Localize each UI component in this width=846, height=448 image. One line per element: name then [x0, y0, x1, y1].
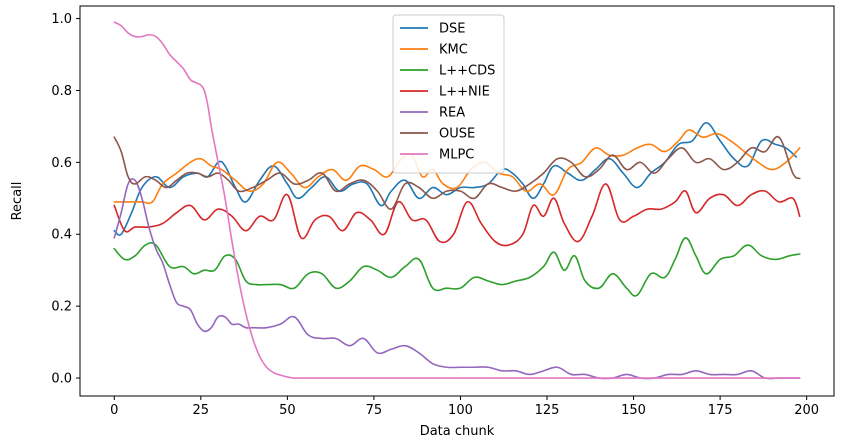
series-line-lppnie	[113, 183, 801, 247]
series-line-rea	[113, 178, 801, 380]
x-tick-label: 125	[535, 403, 560, 418]
series-line-ouse	[113, 135, 801, 210]
x-tick-label: 100	[448, 403, 473, 418]
x-tick-label: 50	[279, 403, 296, 418]
series-line-kmc	[113, 129, 801, 205]
legend-entry-label: DSE	[439, 22, 465, 37]
legend-entry-label: OUSE	[439, 127, 475, 142]
y-tick-label: 0.2	[51, 300, 72, 315]
series-layer	[113, 21, 801, 380]
plot-frame	[79, 5, 835, 397]
legend-entry-label: REA	[439, 106, 465, 121]
x-tick-label: 200	[794, 403, 819, 418]
y-axis-label: Recall	[10, 182, 25, 221]
x-axis-label: Data chunk	[420, 424, 495, 439]
x-tick-label: 150	[621, 403, 646, 418]
legend-entry-label: L++CDS	[439, 64, 495, 79]
legend-entry-label: KMC	[439, 43, 468, 58]
x-axis: 0 25 50 75 100 125 150 175 200	[110, 396, 819, 418]
x-tick-label: 175	[708, 403, 733, 418]
series-line-lppcds	[113, 237, 801, 297]
y-tick-label: 0.6	[51, 156, 72, 171]
y-axis: 0.0 0.2 0.4 0.6 0.8 1.0	[51, 12, 80, 387]
legend-entry-label: L++NIE	[439, 85, 490, 100]
series-line-mlpc	[113, 21, 801, 379]
x-tick-label: 75	[366, 403, 383, 418]
legend: DSE KMC L++CDS L++NIE REA OUSE MLPC	[392, 14, 505, 174]
legend-entry-label: MLPC	[439, 148, 474, 163]
x-tick-label: 25	[193, 403, 210, 418]
y-tick-label: 0.8	[51, 84, 72, 99]
y-tick-label: 1.0	[51, 12, 72, 27]
y-tick-label: 0.4	[51, 228, 72, 243]
y-tick-label: 0.0	[51, 372, 72, 387]
x-tick-label: 0	[110, 403, 118, 418]
